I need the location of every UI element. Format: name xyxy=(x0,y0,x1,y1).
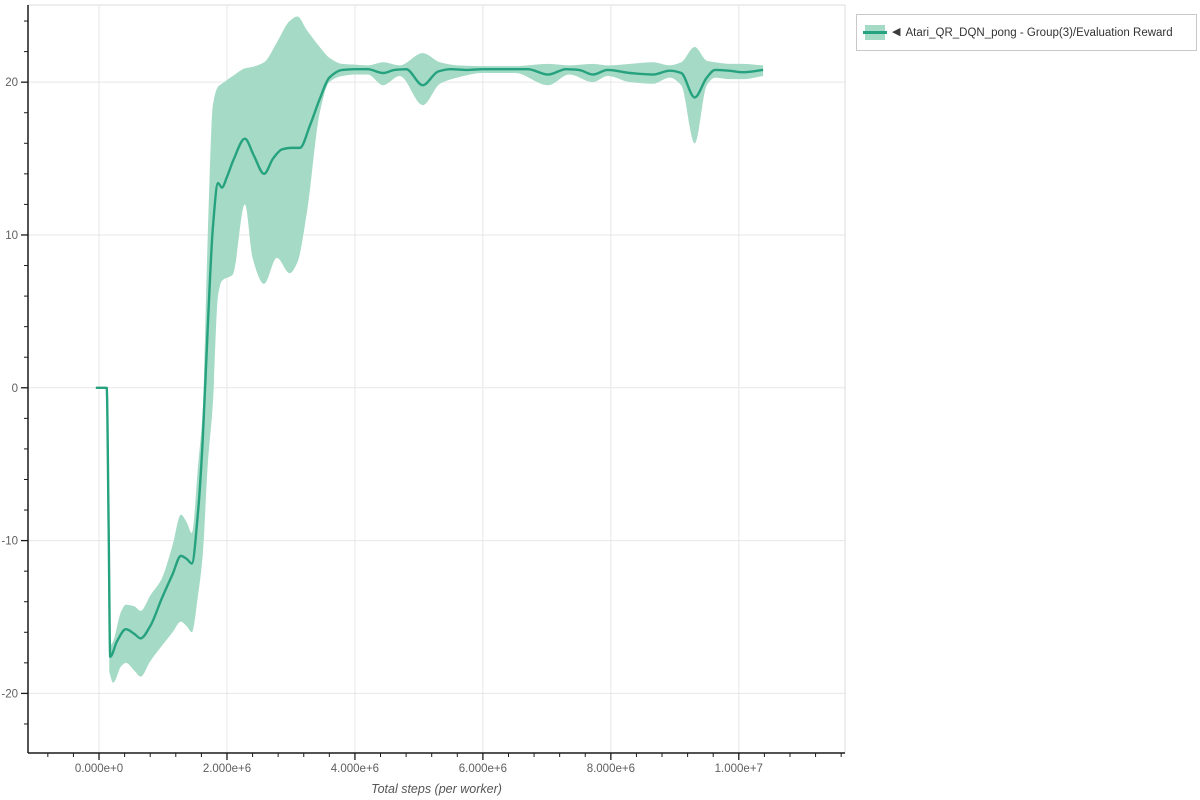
x-tick-label: 8.000e+6 xyxy=(587,763,635,775)
x-tick-label: 1.000e+7 xyxy=(715,763,763,775)
y-tick-label: 20 xyxy=(5,77,18,89)
y-tick-label: 10 xyxy=(5,230,18,242)
x-axis-title: Total steps (per worker) xyxy=(371,782,502,796)
x-tick-label: 2.000e+6 xyxy=(203,763,251,775)
x-tick-label: 0.000e+0 xyxy=(75,763,123,775)
x-tick-label: 4.000e+6 xyxy=(331,763,379,775)
mean-reward-line xyxy=(95,67,764,658)
legend-item-label: Atari_QR_DQN_pong - Group(3)/Evaluation … xyxy=(905,26,1173,39)
y-tick-label: -20 xyxy=(1,688,18,700)
confidence-band xyxy=(109,16,764,683)
legend-collapse-icon[interactable]: ◀ xyxy=(892,26,901,38)
y-tick-label: 0 xyxy=(12,383,18,395)
x-tick-label: 6.000e+6 xyxy=(459,763,507,775)
legend-swatch-icon xyxy=(863,25,887,40)
y-tick-label: -10 xyxy=(1,536,18,548)
legend-swatch-line xyxy=(863,31,887,34)
legend[interactable]: ◀ Atari_QR_DQN_pong - Group(3)/Evaluatio… xyxy=(856,14,1197,51)
